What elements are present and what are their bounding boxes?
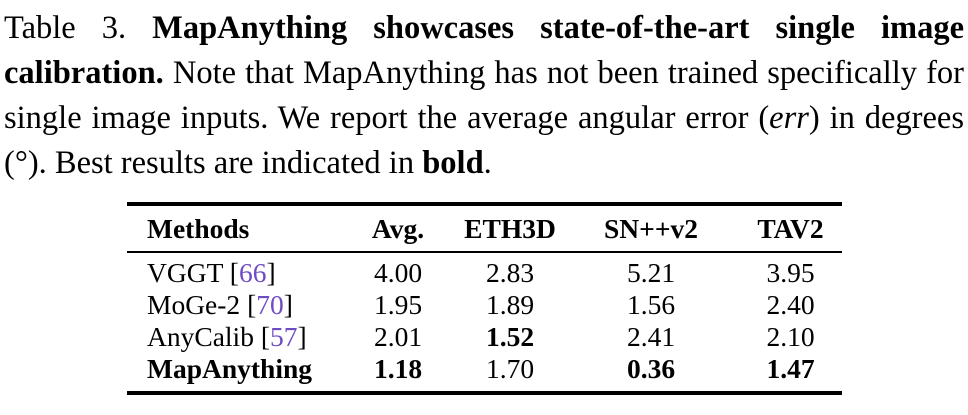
avg-value: 1.95	[373, 289, 423, 320]
citation-number[interactable]: 57	[270, 321, 298, 352]
method-cell: MoGe-2 [70]	[127, 289, 339, 321]
column-header-snv2: SN++v2	[604, 212, 698, 244]
header-row: Methods Avg. ETH3D SN++v2 TAV2	[127, 204, 842, 252]
citation-bracket-open: [	[247, 289, 257, 320]
method-name: MapAnything	[147, 353, 313, 384]
citation-link[interactable]: [66]	[230, 257, 276, 288]
citation-link[interactable]: [57]	[261, 321, 307, 352]
column-header-avg: Avg.	[371, 212, 425, 244]
citation-bracket-close: ]	[297, 321, 307, 352]
method-name: MoGe-2	[147, 289, 241, 320]
method-cell: AnyCalib [57]	[127, 321, 339, 353]
column-header-methods: Methods	[147, 212, 250, 244]
tav2-value: 2.40	[766, 289, 815, 320]
tav2-value: 2.10	[766, 321, 815, 352]
citation-number[interactable]: 70	[256, 289, 284, 320]
caption-text-1: Note that MapAnything has not been train…	[4, 55, 964, 136]
results-table: Methods Avg. ETH3D SN++v2 TAV2 VGGT [66]…	[127, 202, 842, 395]
caption-bold-lead: MapAnything showcases state-of-the-art s…	[4, 10, 964, 91]
snv2-value-best: 0.36	[626, 353, 676, 384]
citation-link[interactable]: [70]	[247, 289, 293, 320]
citation-bracket-open: [	[229, 257, 239, 288]
citation-bracket-close: ]	[283, 289, 293, 320]
eth3d-value-best: 1.52	[485, 321, 535, 352]
method-name: VGGT	[147, 257, 223, 288]
method-cell: VGGT [66]	[127, 252, 339, 289]
table-row-mapanything: MapAnything 1.18 1.70 0.36 1.47	[127, 353, 842, 393]
avg-value-best: 1.18	[373, 353, 423, 384]
caption-bold-word: bold	[422, 145, 484, 181]
caption-text-3: .	[483, 145, 492, 181]
caption-err-term: err	[769, 100, 809, 136]
tav2-value: 3.95	[766, 257, 815, 288]
snv2-value: 1.56	[626, 289, 676, 320]
results-table-wrapper: Methods Avg. ETH3D SN++v2 TAV2 VGGT [66]…	[127, 202, 842, 395]
table-row-moge2: MoGe-2 [70] 1.95 1.89 1.56 2.40	[127, 289, 842, 321]
avg-value: 2.01	[373, 321, 423, 352]
table-row-anycalib: AnyCalib [57] 2.01 1.52 2.41 2.10	[127, 321, 842, 353]
tav2-value-best: 1.47	[766, 353, 815, 384]
snv2-value: 2.41	[626, 321, 676, 352]
eth3d-value: 1.70	[485, 353, 535, 384]
citation-bracket-open: [	[260, 321, 270, 352]
eth3d-value: 1.89	[485, 289, 535, 320]
column-header-tav2: TAV2	[757, 212, 824, 244]
column-header-eth3d: ETH3D	[464, 212, 556, 244]
snv2-value: 5.21	[626, 257, 676, 288]
table-row-vggt: VGGT [66] 4.00 2.83 5.21 3.95	[127, 252, 842, 289]
caption-label: Table 3.	[4, 10, 153, 46]
avg-value: 4.00	[373, 257, 423, 288]
eth3d-value: 2.83	[485, 257, 535, 288]
caption-text-2: ) in degrees (°). Best results are indic…	[4, 100, 964, 181]
citation-bracket-close: ]	[266, 257, 276, 288]
method-cell: MapAnything	[127, 353, 339, 393]
table-caption: Table 3. MapAnything showcases state-of-…	[4, 6, 964, 186]
citation-number[interactable]: 66	[238, 257, 267, 288]
method-name: AnyCalib	[147, 321, 254, 352]
